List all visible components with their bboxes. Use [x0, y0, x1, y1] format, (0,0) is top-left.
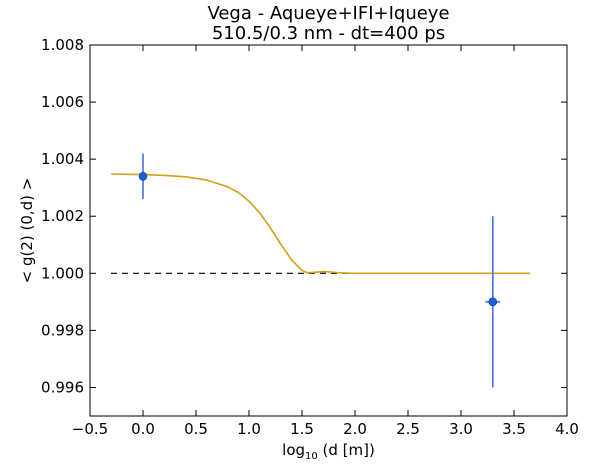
model-curve	[111, 173, 530, 275]
chart-subtitle: 510.5/0.3 nm - dt=400 ps	[212, 23, 445, 44]
x-tick-label: 4.0	[555, 420, 579, 438]
x-tick-label: 0.5	[184, 420, 208, 438]
y-tick-label: 1.002	[41, 207, 84, 225]
x-tick-label: 2.5	[396, 420, 420, 438]
x-axis-label-rest: (d [m])	[318, 441, 375, 459]
x-tick-label: 0.0	[131, 420, 155, 438]
x-tick-label: 3.0	[449, 420, 473, 438]
y-tick-label: 0.996	[41, 378, 84, 396]
x-axis-label-subscript: 10	[305, 451, 318, 462]
data-point-0	[138, 171, 148, 181]
x-axis-label: log10 (d [m])	[282, 441, 375, 462]
x-axis-label-main: log	[282, 441, 305, 459]
x-tick-label: 3.5	[502, 420, 526, 438]
x-tick-label: 1.5	[290, 420, 314, 438]
x-tick-label: 1.0	[237, 420, 261, 438]
plot-area: −0.5 0.0 0.5 1.0 1.5 2.0 2.5 3.0 3.5 4.0 0.996 0.99…	[41, 36, 579, 438]
chart-title: Vega - Aqueye+IFI+Iqueye	[207, 3, 449, 24]
x-tick-label: −0.5	[72, 420, 108, 438]
plot-frame	[89, 44, 568, 417]
y-tick-label: 1.006	[41, 93, 84, 111]
y-tick-label: 1.000	[41, 264, 84, 282]
y-axis-label: < g(2) (0,d) >	[18, 178, 36, 284]
x-tick-label: 2.0	[343, 420, 367, 438]
data-point-1	[488, 297, 498, 307]
y-tick-label: 0.998	[41, 321, 84, 339]
y-tick-label: 1.008	[41, 36, 84, 54]
y-tick-label: 1.004	[41, 150, 84, 168]
